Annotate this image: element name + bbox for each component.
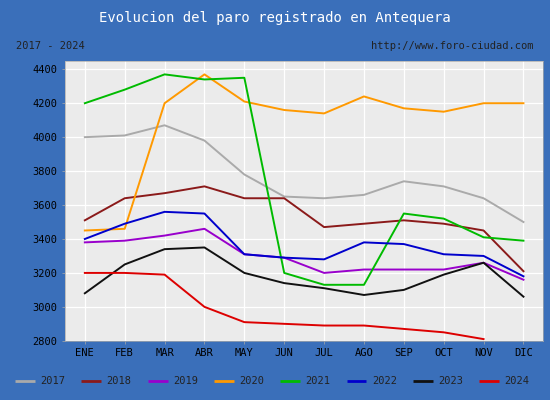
Text: 2024: 2024 [504,376,529,386]
Text: 2019: 2019 [173,376,198,386]
Text: http://www.foro-ciudad.com: http://www.foro-ciudad.com [371,41,534,51]
Text: 2017 - 2024: 2017 - 2024 [16,41,85,51]
Text: 2020: 2020 [239,376,264,386]
Text: 2022: 2022 [372,376,397,386]
Text: 2017: 2017 [40,376,65,386]
Text: 2021: 2021 [305,376,331,386]
Text: 2018: 2018 [107,376,131,386]
Text: 2023: 2023 [438,376,463,386]
Text: Evolucion del paro registrado en Antequera: Evolucion del paro registrado en Anteque… [99,11,451,25]
